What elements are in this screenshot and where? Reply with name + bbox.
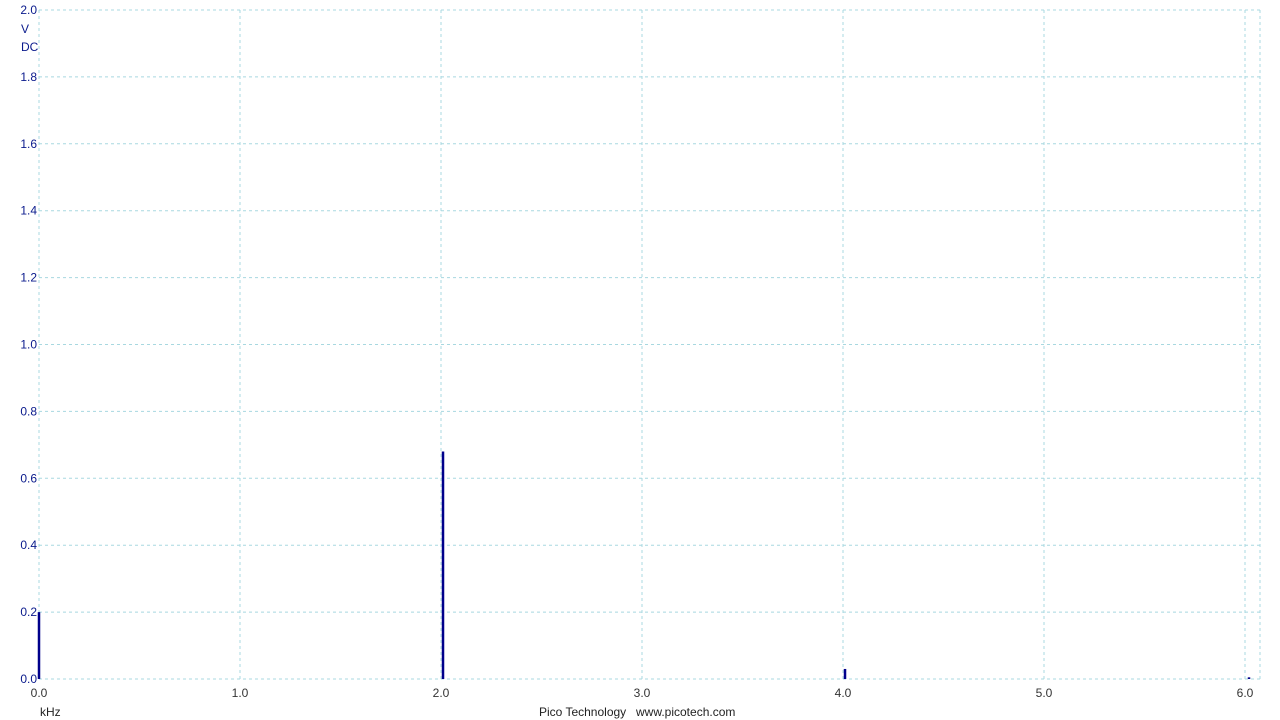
y-tick-label: 0.8 [20, 404, 37, 418]
footer-brand: Pico Technology [539, 705, 626, 719]
y-axis-unit: V [21, 22, 29, 36]
y-tick-label: 2.0 [20, 3, 37, 17]
y-tick-label: 0.6 [20, 471, 37, 485]
y-tick-label: 0.0 [20, 672, 37, 686]
x-tick-label: 5.0 [1036, 686, 1053, 700]
x-axis-unit: kHz [40, 705, 61, 719]
spectrum-trace [37, 451, 1251, 679]
y-tick-label: 0.2 [20, 605, 37, 619]
y-axis-ticks: 0.0 0.2 0.4 0.6 0.8 1.0 1.2 1.4 1.6 1.8 2.0 [20, 3, 37, 686]
footer-url: www.picotech.com [635, 705, 735, 719]
grid [38, 9, 1261, 680]
x-tick-label: 1.0 [232, 686, 249, 700]
y-tick-label: 1.4 [20, 204, 37, 218]
x-tick-label: 6.0 [1237, 686, 1254, 700]
y-tick-label: 0.4 [20, 538, 37, 552]
y-tick-label: 1.2 [20, 271, 37, 285]
y-tick-label: 1.8 [20, 70, 37, 84]
coupling-label: DC [21, 40, 39, 54]
x-axis-ticks: 0.0 1.0 2.0 3.0 4.0 5.0 6.0 [31, 686, 1254, 700]
x-tick-label: 4.0 [835, 686, 852, 700]
y-tick-label: 1.0 [20, 338, 37, 352]
x-tick-label: 3.0 [634, 686, 651, 700]
x-tick-label: 0.0 [31, 686, 48, 700]
y-tick-label: 1.6 [20, 137, 37, 151]
x-tick-label: 2.0 [433, 686, 450, 700]
